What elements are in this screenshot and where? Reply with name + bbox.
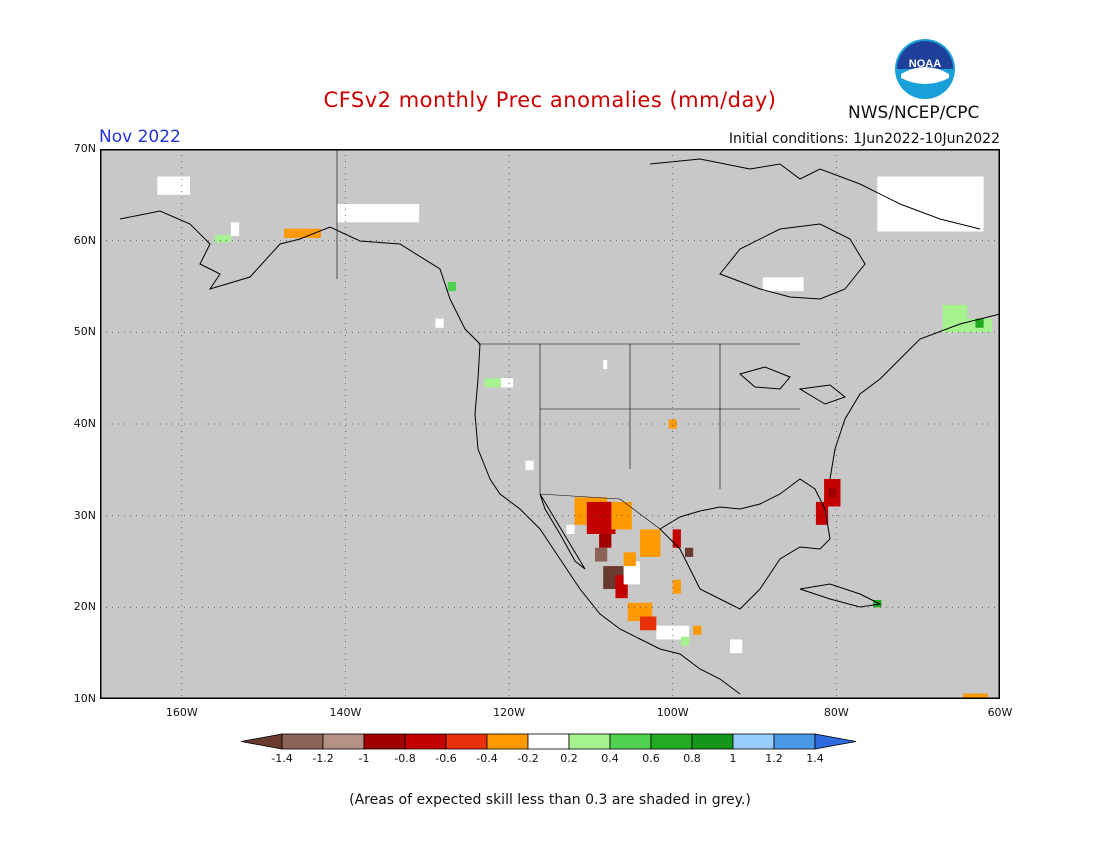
colorbar-label: 0.4 [601, 752, 619, 765]
latitude-label: 50N [73, 325, 96, 339]
anomaly-cell [599, 534, 612, 548]
colorbar-label: 0.6 [642, 752, 660, 765]
colorbar-label: 1.4 [806, 752, 824, 765]
anomaly-cell [337, 204, 420, 223]
colorbar-swatch [691, 733, 734, 750]
anomaly-cell [623, 561, 640, 585]
latitude-label: 60N [73, 233, 96, 247]
anomaly-cell [611, 501, 632, 530]
forecast-period: Nov 2022 [99, 127, 181, 147]
anomaly-cell [435, 318, 444, 328]
colorbar-swatch [322, 733, 365, 750]
anomaly-cell [685, 547, 694, 557]
colorbar-label: 0.2 [560, 752, 578, 765]
colorbar-swatch [445, 733, 488, 750]
colorbar-label: -0.8 [394, 752, 416, 765]
latitude-label: 70N [73, 142, 96, 155]
colorbar-swatch [486, 733, 529, 750]
footnote: (Areas of expected skill less than 0.3 a… [349, 792, 751, 808]
anomaly-cell [447, 281, 456, 292]
colorbar-swatch [773, 733, 816, 750]
political-borders [336, 149, 800, 530]
colorbar-label: -1.2 [312, 752, 334, 765]
anomaly-cell [500, 378, 514, 388]
colorbar-label: -0.6 [435, 752, 457, 765]
latitude-label: 10N [73, 692, 96, 705]
colorbar-label: 1 [729, 752, 737, 765]
anomaly-cell [680, 636, 690, 646]
anomaly-cell [230, 222, 240, 237]
latitude-label: 30N [73, 508, 96, 522]
map-frame [100, 149, 1000, 699]
anomaly-cell [566, 524, 575, 534]
longitude-label: 60W [987, 706, 1013, 719]
longitude-label: 100W [656, 706, 689, 719]
anomaly-cell [603, 359, 608, 369]
colorbar-swatch [404, 733, 447, 750]
noaa-logo-text: NOAA [909, 58, 941, 70]
anomaly-cell [693, 625, 702, 635]
colorbar-swatch [527, 733, 570, 750]
colorbar-label: 1.2 [765, 752, 783, 765]
anomaly-cell [484, 378, 501, 388]
colorbar-swatch [363, 733, 406, 750]
colorbar-swatch [609, 733, 652, 750]
anomaly-cells [157, 176, 992, 699]
longitude-label: 120W [493, 706, 526, 719]
latitude-label: 20N [73, 600, 96, 614]
longitude-label: 140W [329, 706, 362, 719]
colorbar-swatch [814, 733, 857, 750]
anomaly-cell [877, 176, 984, 232]
initial-conditions: Initial conditions: 1Jun2022-10Jun2022 [728, 131, 1000, 147]
anomaly-cell [730, 639, 743, 654]
anomaly-cell [656, 625, 690, 640]
colorbar-swatch [650, 733, 693, 750]
anomaly-cell [214, 235, 231, 243]
latitude-label: 40N [73, 417, 96, 430]
chart-title: CFSv2 monthly Prec anomalies (mm/day) [323, 88, 777, 112]
coastlines [119, 158, 1000, 695]
noaa-logo-icon: NOAA [895, 39, 955, 99]
anomaly-cell [963, 693, 988, 699]
colorbar [240, 733, 857, 750]
anomaly-cell [623, 552, 636, 567]
colorbar-label: 0.8 [683, 752, 701, 765]
colorbar-swatch [240, 733, 283, 750]
anomaly-cell [668, 419, 677, 429]
colorbar-swatch [568, 733, 611, 750]
longitude-label: 160W [165, 706, 198, 719]
anomaly-cell [525, 460, 534, 470]
anomaly-cell [942, 304, 968, 333]
colorbar-swatch [732, 733, 775, 750]
anomaly-cell [762, 277, 804, 292]
anomaly-cell [975, 318, 984, 328]
longitude-label: 80W [823, 706, 849, 719]
anomaly-cell [586, 501, 616, 534]
colorbar-label: -1 [358, 752, 370, 765]
anomaly-cell [828, 488, 837, 498]
anomaly-cell [873, 600, 882, 608]
colorbar-label: -0.4 [476, 752, 498, 765]
anomaly-cell [672, 579, 681, 594]
anomaly-cell [640, 529, 661, 557]
colorbar-label: -0.2 [517, 752, 539, 765]
anomaly-cell [672, 529, 681, 548]
agency-label: NWS/NCEP/CPC [848, 103, 980, 123]
anomaly-cell [284, 228, 321, 238]
anomaly-cell [595, 547, 608, 562]
colorbar-swatch [281, 733, 324, 750]
anomaly-cell [157, 176, 190, 195]
graticule [100, 149, 1000, 699]
anomaly-cell [640, 616, 657, 631]
precip-anomaly-map [100, 149, 1000, 699]
colorbar-label: -1.4 [271, 752, 293, 765]
anomaly-cell [815, 501, 829, 525]
